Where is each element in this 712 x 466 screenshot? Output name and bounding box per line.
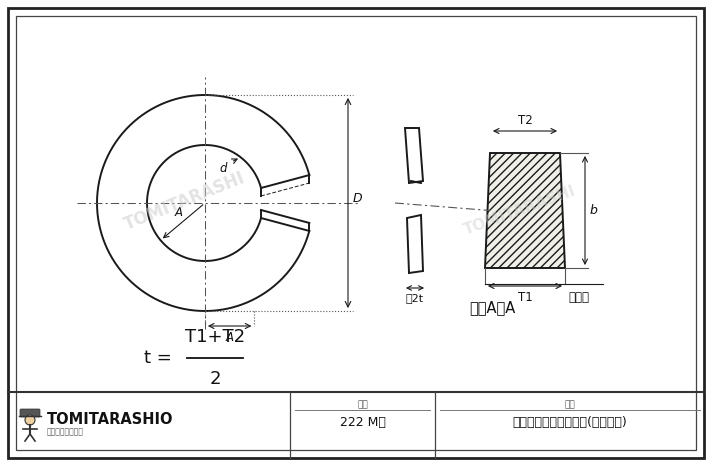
Polygon shape (407, 215, 423, 273)
Text: A: A (175, 206, 183, 219)
Polygon shape (405, 128, 423, 183)
Text: T1: T1 (518, 291, 533, 304)
Text: 断面A－A: 断面A－A (469, 301, 515, 315)
Text: D: D (353, 192, 362, 205)
Text: T2: T2 (518, 114, 533, 127)
Text: A: A (226, 331, 234, 344)
Polygon shape (485, 153, 565, 268)
Text: TOMITARASHIO: TOMITARASHIO (47, 412, 174, 427)
Text: スプリングワッシャー(ばね座金): スプリングワッシャー(ばね座金) (512, 416, 627, 429)
Text: 型番: 型番 (357, 400, 368, 409)
Text: 2: 2 (209, 370, 221, 388)
Text: 222 M径: 222 M径 (340, 416, 385, 429)
Circle shape (25, 415, 35, 425)
Text: 約2t: 約2t (406, 293, 424, 303)
FancyBboxPatch shape (20, 409, 40, 417)
Text: TOMITARASHI: TOMITARASHI (462, 184, 578, 238)
Text: T1+T2: T1+T2 (185, 328, 245, 346)
Text: 外径側: 外径側 (568, 291, 589, 304)
Text: b: b (590, 204, 598, 217)
Text: TOMITARASHI: TOMITARASHI (122, 169, 248, 233)
Text: 品名: 品名 (564, 400, 575, 409)
Text: t =: t = (144, 349, 177, 367)
Text: d: d (219, 162, 226, 174)
Text: 富田螺子株式会社: 富田螺子株式会社 (47, 427, 84, 437)
